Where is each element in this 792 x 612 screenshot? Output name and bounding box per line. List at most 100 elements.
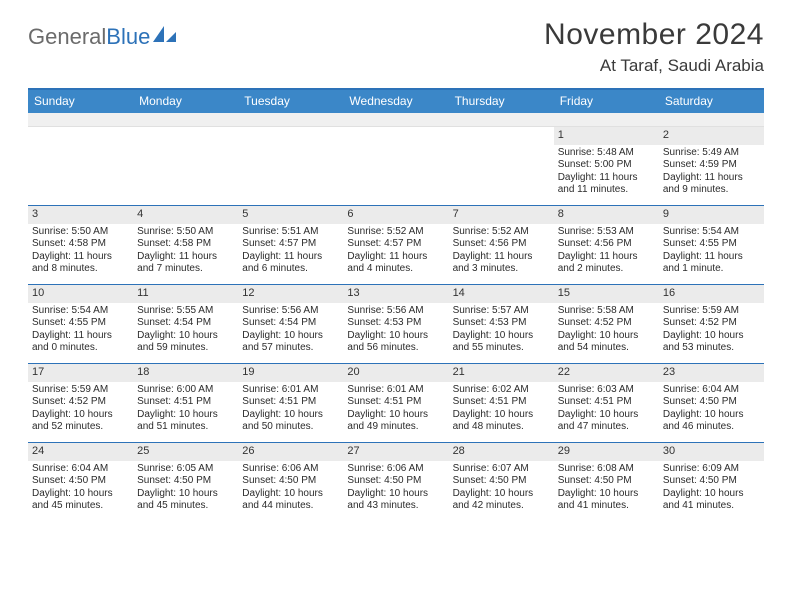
day-number: 9 [659,206,764,224]
sunrise-text: Sunrise: 5:56 AM [347,305,444,318]
day-number: 17 [28,364,133,382]
sunrise-text: Sunrise: 6:06 AM [242,463,339,476]
day-number: 6 [343,206,448,224]
day-cell: 20Sunrise: 6:01 AMSunset: 4:51 PMDayligh… [343,364,448,442]
day-number: 13 [343,285,448,303]
sunrise-text: Sunrise: 5:49 AM [663,147,760,160]
daylight-text: Daylight: 10 hours [663,409,760,422]
sunrise-text: Sunrise: 5:54 AM [32,305,129,318]
daylight-text: Daylight: 10 hours [663,330,760,343]
day-cell: 8Sunrise: 5:53 AMSunset: 4:56 PMDaylight… [554,206,659,284]
daylight-text: Daylight: 10 hours [453,330,550,343]
daylight-text: and 2 minutes. [558,263,655,276]
daylight-text: Daylight: 10 hours [137,330,234,343]
daylight-text: and 41 minutes. [663,500,760,513]
daylight-text: Daylight: 10 hours [558,330,655,343]
daylight-text: and 55 minutes. [453,342,550,355]
day-cell: 27Sunrise: 6:06 AMSunset: 4:50 PMDayligh… [343,443,448,521]
daylight-text: Daylight: 10 hours [137,488,234,501]
week-row: 17Sunrise: 5:59 AMSunset: 4:52 PMDayligh… [28,363,764,442]
daylight-text: Daylight: 11 hours [663,251,760,264]
daylight-text: and 59 minutes. [137,342,234,355]
daylight-text: Daylight: 10 hours [558,409,655,422]
sunrise-text: Sunrise: 5:51 AM [242,226,339,239]
weekday-label: Thursday [449,90,554,113]
sunrise-text: Sunrise: 6:02 AM [453,384,550,397]
day-cell: 11Sunrise: 5:55 AMSunset: 4:54 PMDayligh… [133,285,238,363]
day-number: 20 [343,364,448,382]
day-cell: 4Sunrise: 5:50 AMSunset: 4:58 PMDaylight… [133,206,238,284]
day-cell: 10Sunrise: 5:54 AMSunset: 4:55 PMDayligh… [28,285,133,363]
day-cell: 12Sunrise: 5:56 AMSunset: 4:54 PMDayligh… [238,285,343,363]
day-number: 2 [659,127,764,145]
sunrise-text: Sunrise: 6:09 AM [663,463,760,476]
daylight-text: Daylight: 11 hours [32,251,129,264]
day-number [449,127,554,131]
daylight-text: Daylight: 11 hours [347,251,444,264]
daylight-text: and 50 minutes. [242,421,339,434]
sunset-text: Sunset: 4:51 PM [558,396,655,409]
day-cell: 29Sunrise: 6:08 AMSunset: 4:50 PMDayligh… [554,443,659,521]
daylight-text: and 51 minutes. [137,421,234,434]
sunset-text: Sunset: 4:51 PM [137,396,234,409]
daylight-text: and 1 minute. [663,263,760,276]
daylight-text: and 43 minutes. [347,500,444,513]
day-cell: 28Sunrise: 6:07 AMSunset: 4:50 PMDayligh… [449,443,554,521]
sunset-text: Sunset: 4:58 PM [32,238,129,251]
daylight-text: and 45 minutes. [137,500,234,513]
sunset-text: Sunset: 4:52 PM [663,317,760,330]
spacer-row [28,113,764,127]
weekday-label: Friday [554,90,659,113]
sunset-text: Sunset: 4:51 PM [453,396,550,409]
day-cell: 14Sunrise: 5:57 AMSunset: 4:53 PMDayligh… [449,285,554,363]
sunset-text: Sunset: 4:50 PM [32,475,129,488]
title-block: November 2024 At Taraf, Saudi Arabia [544,18,764,76]
sunrise-text: Sunrise: 5:52 AM [453,226,550,239]
sunset-text: Sunset: 4:50 PM [558,475,655,488]
day-number: 18 [133,364,238,382]
logo-text-1: General [28,24,106,50]
daylight-text: and 3 minutes. [453,263,550,276]
day-cell [343,127,448,205]
sunrise-text: Sunrise: 6:06 AM [347,463,444,476]
sunset-text: Sunset: 4:50 PM [663,475,760,488]
sunset-text: Sunset: 4:51 PM [347,396,444,409]
day-cell: 1Sunrise: 5:48 AMSunset: 5:00 PMDaylight… [554,127,659,205]
daylight-text: Daylight: 10 hours [242,330,339,343]
week-row: 10Sunrise: 5:54 AMSunset: 4:55 PMDayligh… [28,284,764,363]
day-cell: 2Sunrise: 5:49 AMSunset: 4:59 PMDaylight… [659,127,764,205]
logo-text-2: Blue [106,24,150,50]
sunrise-text: Sunrise: 6:04 AM [663,384,760,397]
sunrise-text: Sunrise: 6:07 AM [453,463,550,476]
day-cell: 7Sunrise: 5:52 AMSunset: 4:56 PMDaylight… [449,206,554,284]
day-cell: 19Sunrise: 6:01 AMSunset: 4:51 PMDayligh… [238,364,343,442]
day-number [343,127,448,131]
day-cell [238,127,343,205]
day-cell: 6Sunrise: 5:52 AMSunset: 4:57 PMDaylight… [343,206,448,284]
daylight-text: Daylight: 11 hours [663,172,760,185]
day-cell: 25Sunrise: 6:05 AMSunset: 4:50 PMDayligh… [133,443,238,521]
day-number: 10 [28,285,133,303]
day-number: 19 [238,364,343,382]
sunrise-text: Sunrise: 5:57 AM [453,305,550,318]
day-number: 23 [659,364,764,382]
daylight-text: Daylight: 10 hours [347,409,444,422]
day-number: 14 [449,285,554,303]
day-number [28,127,133,131]
sunrise-text: Sunrise: 5:50 AM [32,226,129,239]
day-number: 26 [238,443,343,461]
sunrise-text: Sunrise: 6:05 AM [137,463,234,476]
day-number: 11 [133,285,238,303]
daylight-text: Daylight: 11 hours [558,172,655,185]
daylight-text: and 41 minutes. [558,500,655,513]
sunset-text: Sunset: 4:50 PM [453,475,550,488]
sunset-text: Sunset: 5:00 PM [558,159,655,172]
sunrise-text: Sunrise: 6:01 AM [242,384,339,397]
day-number: 21 [449,364,554,382]
sunset-text: Sunset: 4:51 PM [242,396,339,409]
daylight-text: and 7 minutes. [137,263,234,276]
sunset-text: Sunset: 4:57 PM [242,238,339,251]
sunrise-text: Sunrise: 6:00 AM [137,384,234,397]
sunrise-text: Sunrise: 5:55 AM [137,305,234,318]
sunset-text: Sunset: 4:56 PM [453,238,550,251]
